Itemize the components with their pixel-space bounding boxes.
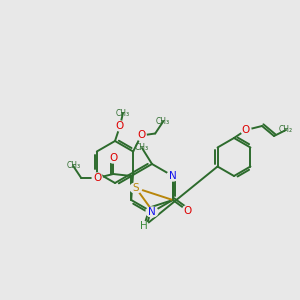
Text: O: O	[93, 173, 101, 183]
Ellipse shape	[136, 130, 146, 140]
Ellipse shape	[130, 183, 142, 193]
Ellipse shape	[108, 153, 118, 163]
Text: N: N	[169, 171, 177, 181]
Ellipse shape	[241, 125, 251, 135]
Text: S: S	[133, 183, 139, 193]
Text: CH₃: CH₃	[156, 117, 170, 126]
Text: CH₃: CH₃	[66, 161, 80, 170]
Text: N: N	[148, 207, 156, 217]
Text: O: O	[137, 130, 145, 140]
Text: CH₂: CH₂	[279, 125, 293, 134]
Text: O: O	[183, 206, 191, 216]
Text: CH₃: CH₃	[116, 109, 130, 118]
Text: O: O	[242, 125, 250, 135]
Text: H: H	[140, 221, 148, 231]
Ellipse shape	[146, 207, 158, 217]
Ellipse shape	[139, 221, 149, 231]
Ellipse shape	[115, 121, 125, 131]
Ellipse shape	[167, 171, 179, 181]
Text: CH₃: CH₃	[135, 143, 149, 152]
Ellipse shape	[182, 206, 192, 216]
Text: O: O	[116, 121, 124, 131]
Ellipse shape	[92, 173, 102, 183]
Text: O: O	[109, 153, 117, 163]
